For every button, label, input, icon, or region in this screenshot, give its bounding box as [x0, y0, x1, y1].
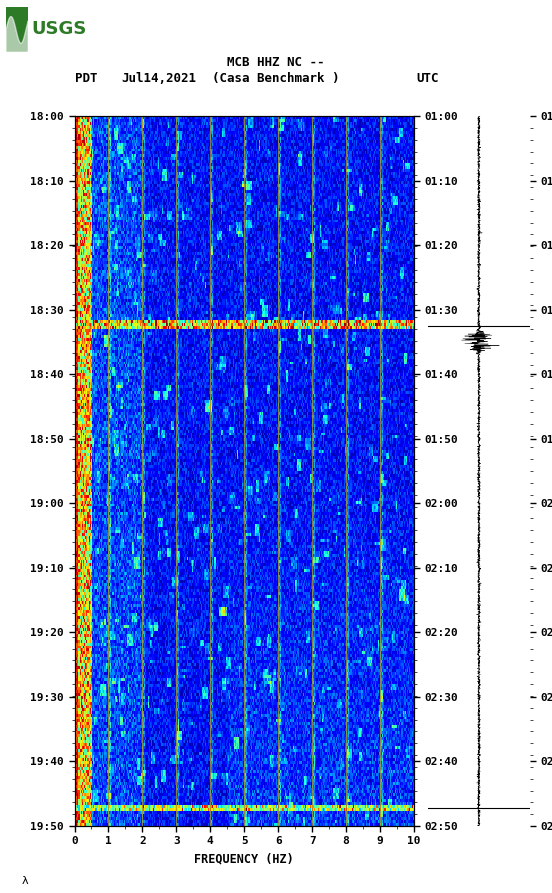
Text: UTC: UTC: [417, 72, 439, 85]
Text: MCB HHZ NC --: MCB HHZ NC --: [227, 56, 325, 69]
X-axis label: FREQUENCY (HZ): FREQUENCY (HZ): [194, 852, 294, 865]
Text: λ: λ: [22, 876, 29, 886]
Text: (Casa Benchmark ): (Casa Benchmark ): [213, 72, 339, 85]
FancyBboxPatch shape: [6, 7, 28, 52]
Text: Jul14,2021: Jul14,2021: [121, 72, 197, 85]
Text: USGS: USGS: [31, 21, 86, 38]
Text: PDT: PDT: [75, 72, 97, 85]
